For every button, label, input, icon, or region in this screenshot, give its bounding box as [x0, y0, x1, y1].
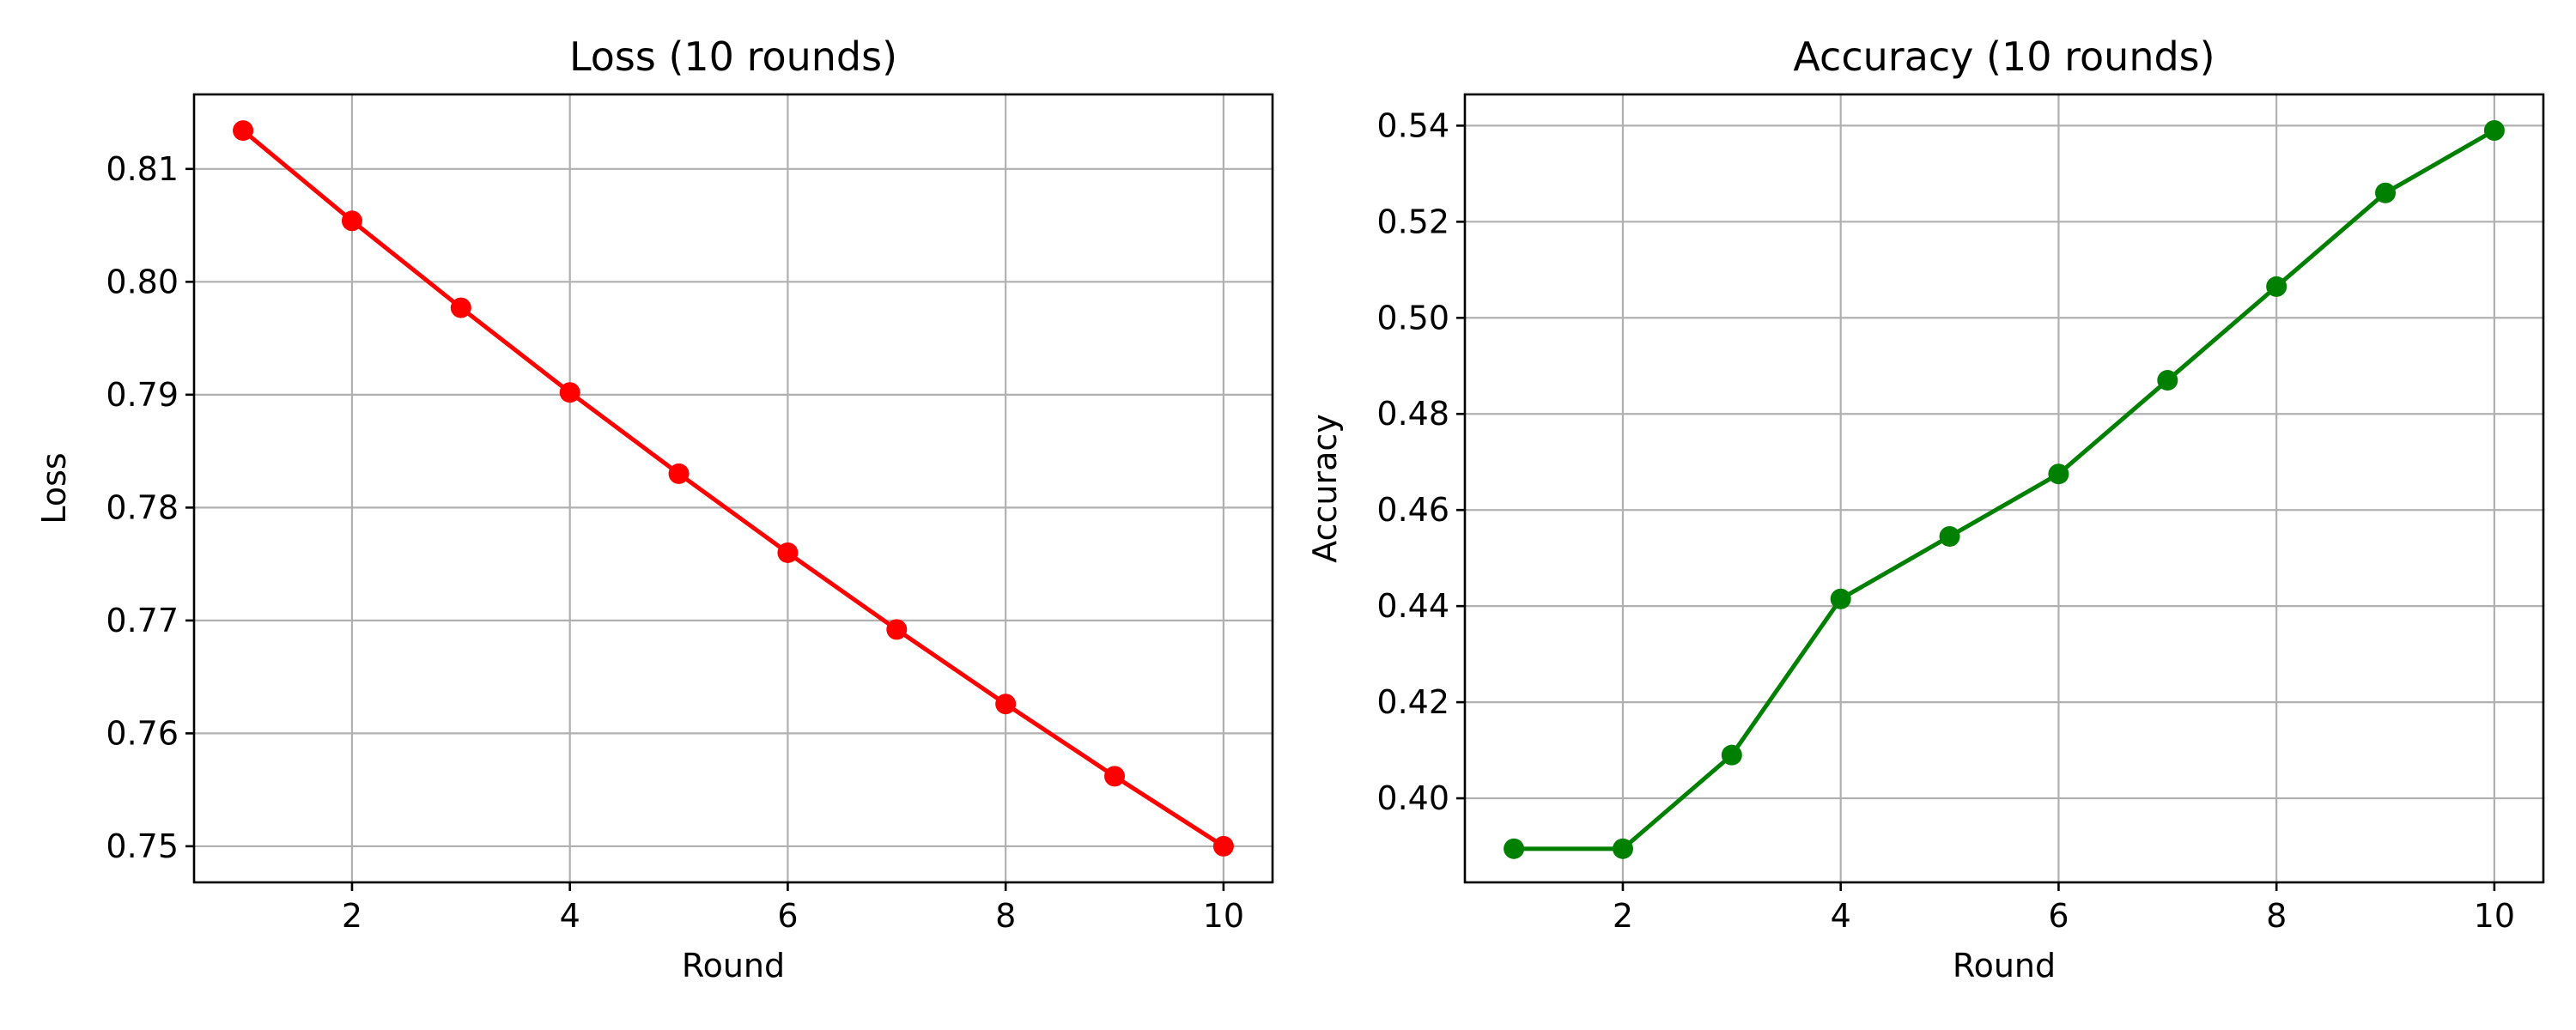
loss-y-tick-label: 0.75	[106, 827, 179, 865]
accuracy-series-line	[1514, 128, 2496, 851]
loss-y-tick-label: 0.80	[106, 263, 179, 300]
loss-y-tick-label: 0.79	[106, 376, 179, 414]
loss-chart: 2 4 6 8 10 0.75 0.76 0.77 0.78 0.79 0.80 0.81 Loss …	[35, 33, 1274, 985]
accuracy-x-tick-label: 8	[2266, 897, 2287, 935]
accuracy-data-point	[1504, 838, 1525, 859]
loss-data-point	[233, 120, 254, 142]
accuracy-y-tick-label: 0.54	[1376, 106, 1449, 144]
loss-y-tick-label: 0.77	[106, 602, 179, 639]
accuracy-chart-title: Accuracy (10 rounds)	[1793, 33, 2215, 80]
accuracy-y-axis-label: Accuracy	[1306, 414, 1344, 563]
accuracy-y-tick-label: 0.52	[1376, 203, 1449, 240]
loss-x-tick-label: 4	[560, 897, 580, 935]
accuracy-data-point	[1939, 525, 1960, 547]
loss-data-point	[886, 619, 908, 640]
accuracy-data-point	[2266, 276, 2287, 297]
accuracy-data-point	[2483, 119, 2505, 141]
accuracy-x-tick-label: 6	[2048, 897, 2069, 935]
loss-series	[233, 120, 1234, 857]
accuracy-axes-frame	[1463, 93, 2545, 884]
loss-data-point	[995, 694, 1017, 715]
loss-x-axis-label: Round	[682, 947, 785, 985]
loss-x-tick-label: 6	[777, 897, 798, 935]
accuracy-data-point	[2048, 464, 2069, 485]
loss-data-point	[559, 382, 580, 403]
loss-data-point	[1104, 766, 1126, 787]
accuracy-x-tick-label: 2	[1613, 897, 1633, 935]
accuracy-y-tick-label: 0.44	[1376, 587, 1449, 625]
loss-data-point	[450, 297, 471, 318]
loss-y-axis-label: Loss	[35, 452, 73, 524]
loss-data-point	[1212, 835, 1234, 857]
accuracy-y-tick-label: 0.48	[1376, 395, 1449, 433]
accuracy-x-tick-label: 10	[2474, 897, 2515, 935]
accuracy-data-point	[1721, 744, 1742, 766]
accuracy-x-tick-label: 4	[1831, 897, 1851, 935]
loss-axes-frame	[192, 93, 1274, 884]
loss-x-tick-label: 10	[1203, 897, 1244, 935]
loss-y-tick-label: 0.76	[106, 714, 179, 752]
accuracy-ticks: 2 4 6 8 10 0.40 0.42 0.44 0.46 0.48 0.50 0.52 0.54	[1376, 106, 2515, 935]
accuracy-series	[1504, 119, 2505, 859]
loss-grid	[194, 94, 1273, 882]
accuracy-data-point	[2157, 370, 2178, 391]
loss-y-tick-label: 0.81	[106, 150, 179, 188]
loss-y-tick-label: 0.78	[106, 488, 179, 526]
accuracy-y-tick-label: 0.46	[1376, 491, 1449, 529]
loss-data-point	[341, 210, 362, 232]
loss-chart-title: Loss (10 rounds)	[569, 33, 897, 80]
accuracy-data-point	[2375, 182, 2397, 203]
accuracy-data-point	[1612, 838, 1633, 859]
loss-x-tick-label: 8	[995, 897, 1016, 935]
loss-data-point	[668, 463, 690, 484]
accuracy-y-tick-label: 0.42	[1376, 683, 1449, 721]
accuracy-data-point	[1830, 588, 1851, 609]
loss-data-point	[777, 542, 799, 563]
loss-ticks: 2 4 6 8 10 0.75 0.76 0.77 0.78 0.79 0.80 0.81	[106, 150, 1244, 935]
accuracy-x-axis-label: Round	[1953, 947, 2056, 985]
accuracy-y-tick-label: 0.50	[1376, 299, 1449, 336]
accuracy-y-tick-label: 0.40	[1376, 779, 1449, 817]
loss-series-line	[241, 129, 1225, 849]
accuracy-grid	[1465, 94, 2543, 882]
loss-x-tick-label: 2	[342, 897, 362, 935]
accuracy-chart: 2 4 6 8 10 0.40 0.42 0.44 0.46 0.48 0.50 0.52 0.54 A…	[1306, 33, 2545, 985]
